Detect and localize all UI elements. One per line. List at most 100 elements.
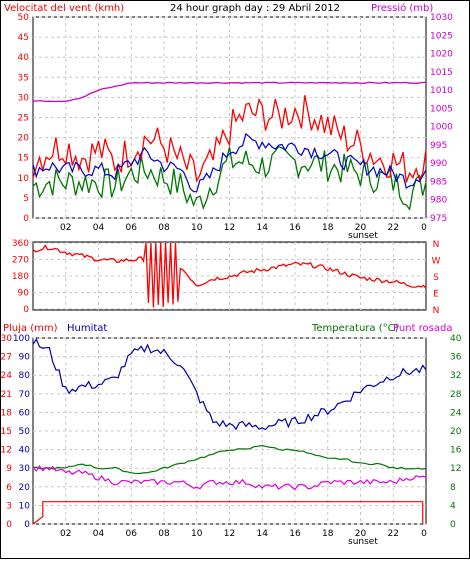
pressure-axis-label: Pressió (mb) [371,2,433,14]
temperature-tick-label: 16 [450,446,462,456]
temperature-line [32,444,427,475]
temperature-tick-label: 0 [450,520,456,530]
x-tick-label: 0 [421,529,427,539]
wind-tick-label: 5 [23,194,29,204]
rain-tick-label: 6 [6,483,12,493]
rain-tick-label: 9 [6,464,12,474]
temperature-tick-label: 8 [450,483,456,493]
wind-average-line [32,132,427,193]
temperature-axis-label: Temperatura (°C) [311,323,399,334]
temperature-tick-label: 32 [450,371,461,381]
temp-hum-series [32,338,427,525]
rain-line [32,501,424,525]
x-tick-label: 16 [289,529,301,539]
compass-label: E [433,290,439,300]
direction-tick-label: 270 [12,256,29,266]
pressure-tick-label: 1020 [430,50,453,60]
x-tick-label: 10 [191,223,203,233]
humidity-tick-label: 0 [24,520,30,530]
wind-tick-label: 25 [18,114,29,124]
temp-hum-ticks: 0369121518212427300102030405060708090100… [1,334,462,539]
wind-pressure-series [32,81,427,211]
wind-gust-line [32,95,427,183]
humidity-tick-label: 80 [19,371,31,381]
direction-series [32,242,427,308]
chart-title: 24 hour graph day : 29 Abril 2012 [170,3,340,14]
x-tick-label: 10 [191,529,203,539]
temperature-tick-label: 36 [450,353,462,363]
wind-tick-label: 20 [18,134,30,144]
pressure-tick-label: 985 [430,177,447,187]
rain-tick-label: 18 [1,408,13,418]
compass-label: W [432,257,441,267]
direction-tick-label: 0 [23,305,29,315]
wind-tick-label: 30 [18,93,30,103]
dewpoint-line [32,464,427,491]
x-tick-label: 08 [158,529,170,539]
x-tick-label: 22 [388,223,399,233]
humidity-tick-label: 40 [19,446,31,456]
rain-tick-label: 24 [1,371,13,381]
humidity-tick-label: 10 [19,501,31,511]
wind-tick-label: 45 [18,33,29,43]
x-tick-label: 22 [388,529,399,539]
pressure-tick-label: 995 [430,141,447,151]
wind-tick-label: 35 [18,73,29,83]
wind-tick-label: 10 [18,174,30,184]
temp-hum-grid [33,337,426,525]
temperature-tick-label: 4 [450,501,456,511]
wind-tick-label: 0 [23,214,29,224]
direction-tick-label: 360 [12,239,29,249]
temperature-tick-label: 20 [450,427,462,437]
direction-tick-label: 180 [12,272,29,282]
compass-label: N [433,240,440,250]
rain-tick-label: 21 [1,390,12,400]
wind-tick-label: 40 [18,53,30,63]
x-tick-label: 02 [60,529,71,539]
x-tick-label: 04 [93,223,105,233]
pressure-tick-label: 975 [430,214,447,224]
x-tick-label: 06 [126,223,138,233]
pressure-tick-label: 990 [430,159,447,169]
pressure-line [33,81,427,103]
compass-label: N [433,306,440,316]
wind-tick-label: 50 [18,13,30,23]
sunset-marker-top: sunset [348,231,378,241]
x-tick-label: 20 [355,223,367,233]
humidity-line [32,338,427,431]
compass-label: S [433,273,439,283]
rain-tick-label: 0 [6,520,12,530]
temperature-tick-label: 28 [450,390,462,400]
humidity-tick-label: 60 [19,408,31,418]
x-tick-label: 12 [224,223,235,233]
humidity-tick-label: 50 [19,427,31,437]
x-tick-label: 16 [289,223,301,233]
humidity-axis-label: Humitat [67,323,107,334]
x-tick-label: 02 [60,223,71,233]
rain-tick-label: 27 [1,353,12,363]
x-tick-label: 18 [322,223,334,233]
humidity-tick-label: 100 [13,334,30,344]
temperature-tick-label: 24 [450,408,462,418]
pressure-tick-label: 1015 [430,68,453,78]
rain-tick-label: 12 [1,446,12,456]
wind-direction-line [32,242,427,308]
pressure-tick-label: 1030 [430,13,453,23]
pressure-tick-label: 1000 [430,123,453,133]
sunset-marker-bottom: sunset [348,537,378,547]
humidity-tick-label: 70 [19,390,31,400]
x-tick-label: 14 [257,529,269,539]
dewpoint-axis-label: Punt rosada [393,323,452,334]
pressure-tick-label: 1005 [430,104,453,114]
wind-axis-label: Velocitat del vent (kmh) [4,3,124,14]
rain-tick-label: 15 [1,427,12,437]
x-tick-label: 18 [322,529,334,539]
wind-low-line [32,145,427,211]
direction-tick-label: 90 [18,289,30,299]
pressure-tick-label: 1025 [430,31,453,41]
wind-pressure-ticks: 0510152025303540455097598098599099510001… [18,13,454,233]
humidity-tick-label: 90 [19,353,31,363]
